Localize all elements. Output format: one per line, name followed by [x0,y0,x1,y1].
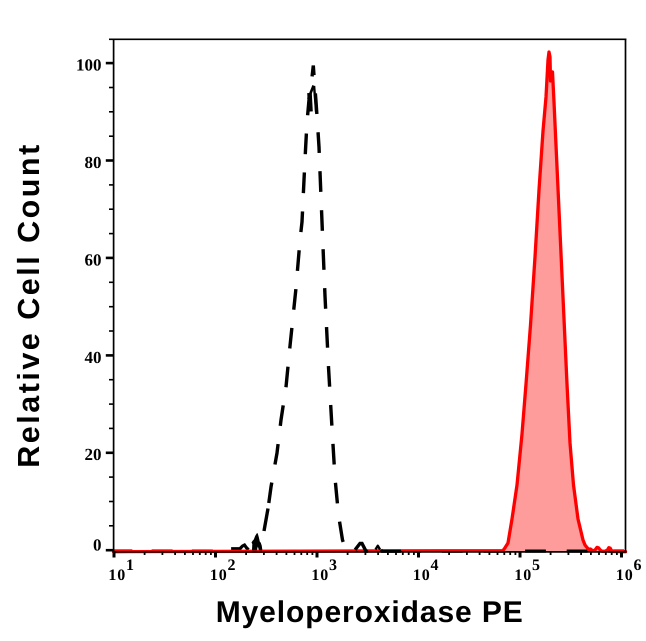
svg-text:0: 0 [93,536,102,555]
svg-text:20: 20 [85,445,102,464]
svg-text:Myeloperoxidase PE: Myeloperoxidase PE [216,596,524,629]
svg-text:100: 100 [76,56,102,75]
svg-text:60: 60 [85,250,102,269]
svg-text:Relative Cell Count: Relative Cell Count [12,142,46,467]
svg-text:80: 80 [85,153,102,172]
svg-text:40: 40 [85,348,102,367]
